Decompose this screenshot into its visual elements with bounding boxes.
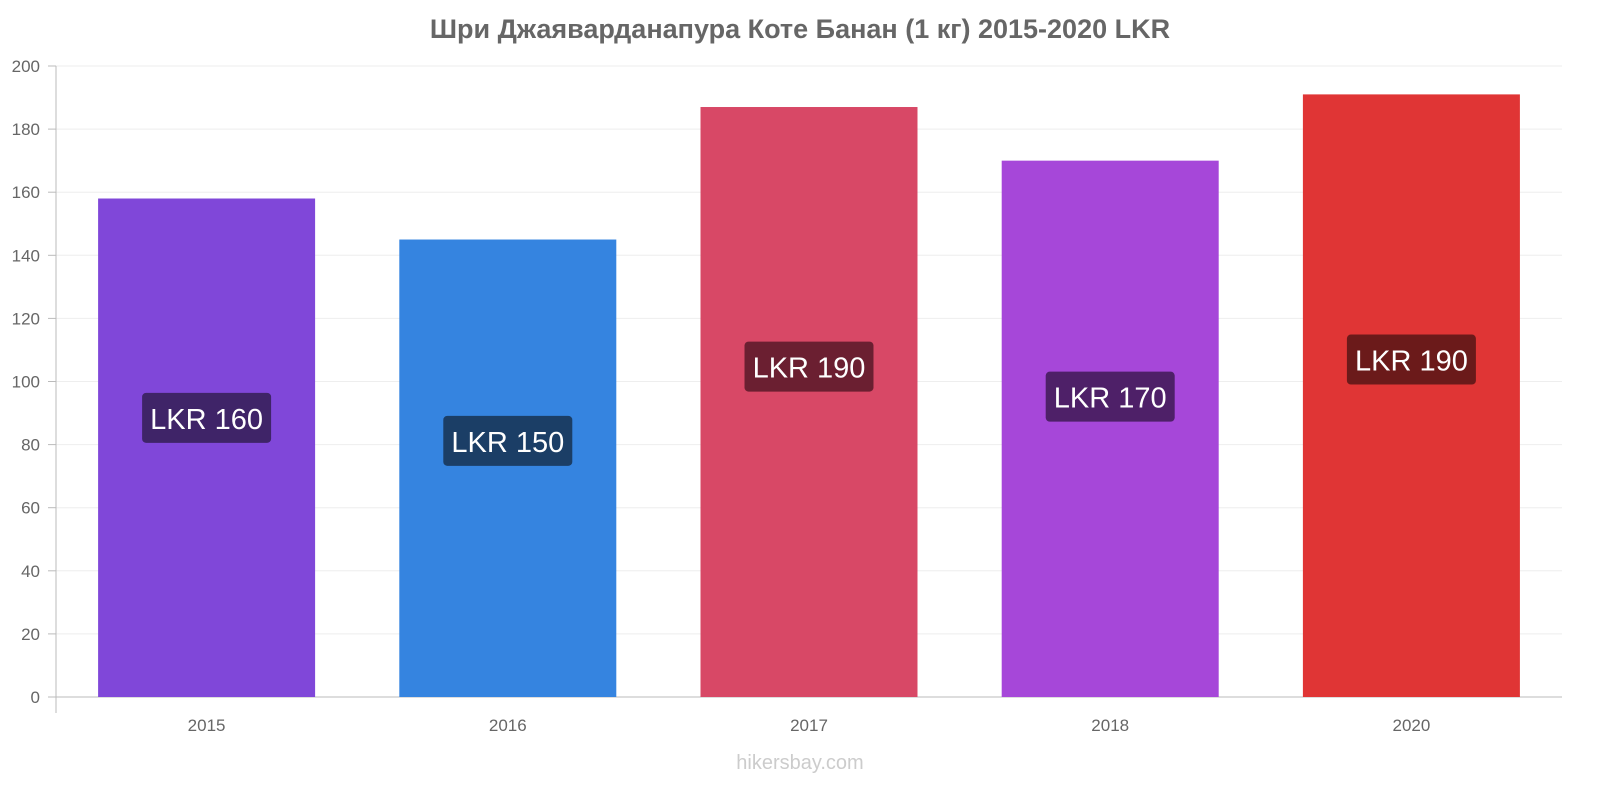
y-tick-label: 60	[21, 499, 40, 518]
data-label: LKR 190	[1355, 346, 1468, 378]
y-tick-label: 20	[21, 625, 40, 644]
y-tick-label: 80	[21, 436, 40, 455]
x-tick-label: 2015	[188, 716, 226, 735]
data-label: LKR 160	[150, 404, 263, 436]
data-label-box	[142, 392, 272, 443]
y-tick-label: 40	[21, 562, 40, 581]
x-tick-label: 2017	[790, 716, 828, 735]
y-tick-label: 180	[12, 120, 40, 139]
bar-2018	[1001, 160, 1219, 697]
x-tick-label: 2016	[489, 716, 527, 735]
bar-2015	[98, 198, 316, 697]
y-tick-label: 120	[12, 309, 40, 328]
chart-title: Шри Джаяварданапура Коте Банан (1 кг) 20…	[429, 14, 1171, 44]
y-tick-label: 200	[12, 57, 40, 76]
y-tick-label: 160	[12, 183, 40, 202]
data-label-box	[1045, 371, 1175, 422]
y-tick-label: 100	[12, 373, 40, 392]
bar-2016	[399, 239, 617, 697]
bar-2020	[1302, 94, 1520, 697]
data-label: LKR 150	[451, 427, 564, 459]
data-label-box	[744, 341, 874, 392]
data-label: LKR 190	[753, 353, 866, 385]
data-label-box	[1346, 334, 1476, 385]
data-label-box	[443, 415, 573, 466]
x-tick-label: 2020	[1392, 716, 1430, 735]
bar-2017	[700, 107, 918, 697]
y-tick-label: 0	[31, 688, 40, 707]
y-tick-label: 140	[12, 246, 40, 265]
data-label: LKR 170	[1054, 383, 1167, 415]
footer-watermark: hikersbay.com	[736, 752, 864, 774]
x-tick-label: 2018	[1091, 716, 1129, 735]
